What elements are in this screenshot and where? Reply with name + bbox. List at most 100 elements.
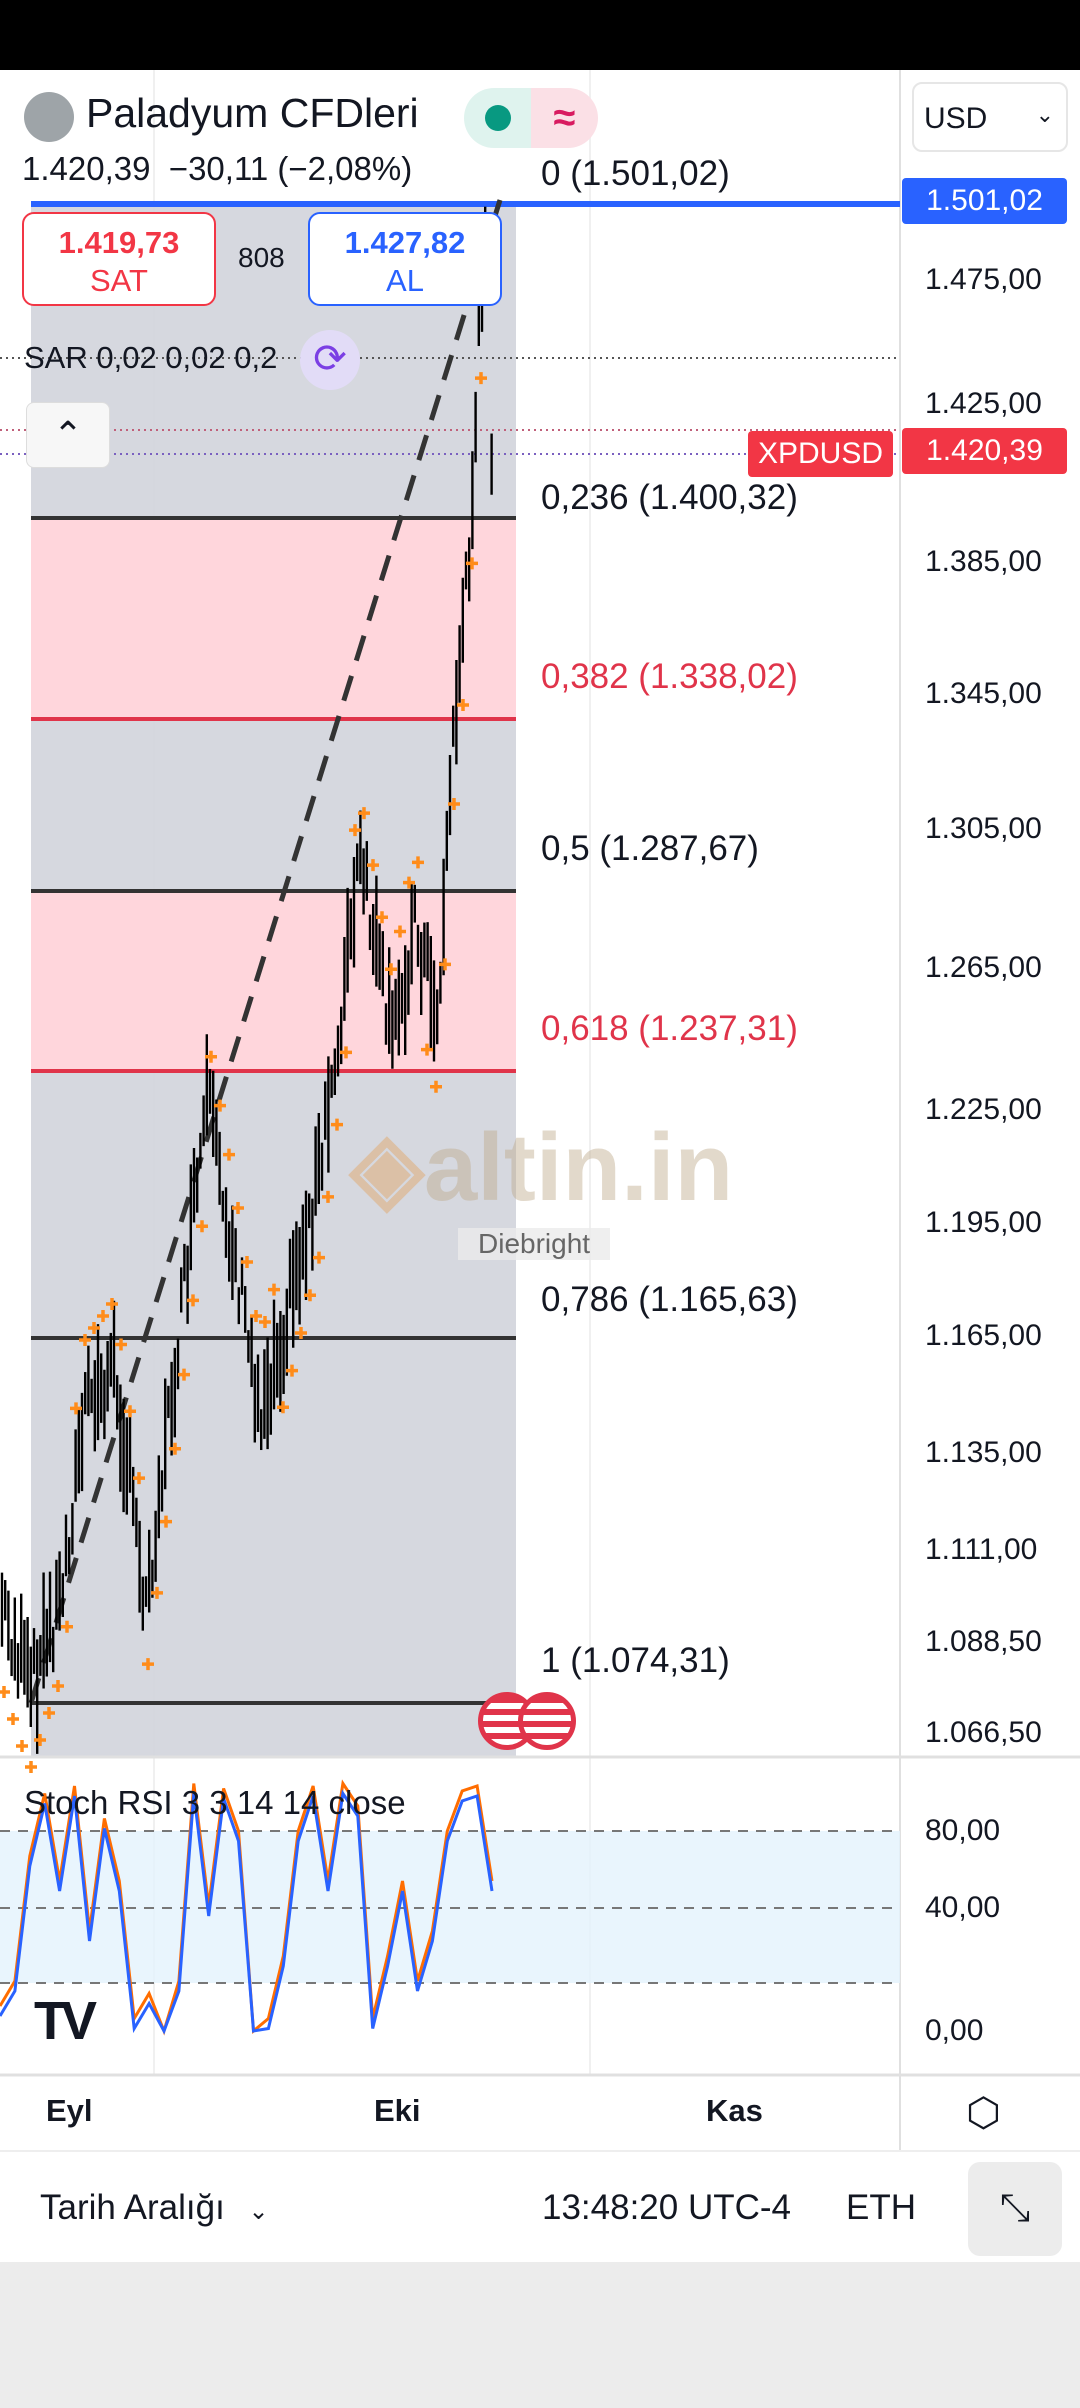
sar-point xyxy=(331,1118,343,1131)
sar-point xyxy=(448,798,460,810)
price-change: −30,11 (−2,08%) xyxy=(168,150,413,187)
sar-point xyxy=(169,1442,181,1455)
sar-point xyxy=(52,1680,64,1692)
price-axis-label: 1.225,00 xyxy=(925,1093,1042,1126)
sar-point xyxy=(43,1707,55,1719)
chart-settings-hexagon-icon[interactable]: ⬡ xyxy=(966,2091,1001,2135)
sar-point xyxy=(79,1334,91,1346)
sar-point xyxy=(70,1402,82,1415)
sar-point xyxy=(277,1401,289,1414)
fib-level-label: 0,236 (1.400,32) xyxy=(541,478,798,517)
buy-label: AL xyxy=(386,263,424,298)
chart-canvas[interactable] xyxy=(0,70,1080,2150)
sar-point xyxy=(25,1761,37,1773)
sar-point xyxy=(412,856,424,869)
sar-point xyxy=(214,1099,226,1112)
price-axis-label: 1.385,00 xyxy=(925,545,1042,578)
sar-point xyxy=(160,1515,172,1528)
sar-point xyxy=(286,1364,298,1377)
date-range-button[interactable]: Tarih Aralığı ⌄ xyxy=(40,2188,269,2228)
sar-point xyxy=(16,1740,28,1752)
sar-point xyxy=(142,1658,154,1671)
stoch-rsi-label[interactable]: Stoch RSI 3 3 14 14 close xyxy=(24,1784,406,1821)
sar-point xyxy=(421,1043,433,1056)
symbol-title[interactable]: Paladyum CFDleri xyxy=(86,90,419,136)
fib-level-label: 0 (1.501,02) xyxy=(541,154,730,193)
sar-point xyxy=(340,1046,352,1059)
fib-level-label: 0,382 (1.338,02) xyxy=(541,657,798,696)
sar-point xyxy=(304,1289,316,1302)
us-events-flags-icon[interactable] xyxy=(478,1692,578,1750)
price-axis-label: 1.265,00 xyxy=(925,951,1042,984)
currency-value: USD xyxy=(924,102,988,135)
refresh-icon[interactable]: ⟳ xyxy=(299,330,360,390)
session-button[interactable]: ETH xyxy=(846,2188,916,2227)
sar-point xyxy=(223,1148,235,1161)
chart-area[interactable] xyxy=(0,70,1080,2150)
stoch-axis-label: 40,00 xyxy=(925,1891,1001,1924)
price-axis-label: 1.305,00 xyxy=(925,812,1042,845)
time-label-kas: Kas xyxy=(706,2093,763,2128)
currency-select[interactable]: USD ⌄ xyxy=(912,82,1068,152)
sar-point xyxy=(259,1316,271,1328)
sar-point xyxy=(295,1326,307,1339)
price-axis-label: 1.195,00 xyxy=(925,1206,1042,1239)
sar-point xyxy=(34,1734,46,1746)
sar-point xyxy=(475,372,487,385)
sar-point xyxy=(205,1050,217,1063)
fib-level-label: 0,786 (1.165,63) xyxy=(541,1280,798,1319)
price-axis-label: 1.135,00 xyxy=(925,1436,1042,1469)
sar-indicator-label[interactable]: SAR 0,02 0,02 0,2 ⟳ xyxy=(24,330,360,390)
price-axis-label: 1.165,00 xyxy=(925,1319,1042,1352)
sar-point xyxy=(385,963,397,976)
sar-point xyxy=(88,1322,100,1334)
sar-point xyxy=(187,1294,199,1307)
current-price-tag: 1.420,39 xyxy=(902,428,1067,474)
sar-point xyxy=(232,1202,244,1214)
sar-point xyxy=(403,876,415,889)
fib-level-label: 1 (1.074,31) xyxy=(541,1641,730,1680)
watermark-author: Diebright xyxy=(458,1228,611,1260)
symbol-tag: XPDUSD xyxy=(748,431,894,477)
palladium-logo xyxy=(24,92,74,142)
stoch-axis-label: 0,00 xyxy=(925,2014,984,2047)
sar-point xyxy=(133,1472,145,1485)
sar-point xyxy=(196,1220,208,1233)
sar-point xyxy=(250,1310,262,1322)
realtime-wave-icon: ≈ xyxy=(531,88,598,148)
price-axis-label: 1.425,00 xyxy=(925,387,1042,420)
collapse-chevron-up-icon[interactable]: ⌃ xyxy=(26,402,110,468)
fib-level-label: 0,5 (1.287,67) xyxy=(541,829,759,868)
sar-point xyxy=(7,1713,19,1725)
sell-button[interactable]: 1.419,73 SAT xyxy=(22,212,216,306)
status-pill[interactable]: ≈ xyxy=(464,88,598,148)
price-axis-label: 1.111,00 xyxy=(925,1533,1038,1566)
sar-point xyxy=(61,1620,73,1633)
sar-point xyxy=(349,824,361,837)
date-range-label: Tarih Aralığı xyxy=(40,2188,225,2227)
sar-point xyxy=(313,1251,325,1264)
stoch-k-line xyxy=(0,1789,494,2035)
time-label-eki: Eki xyxy=(374,2093,421,2128)
sar-point xyxy=(106,1298,118,1310)
buy-price: 1.427,82 xyxy=(344,225,466,260)
fib-zone xyxy=(31,518,516,719)
sar-point xyxy=(268,1283,280,1296)
sar-point xyxy=(124,1405,136,1418)
fib-level-label: 0,618 (1.237,31) xyxy=(541,1009,798,1048)
sar-point xyxy=(241,1256,253,1268)
time-label-eyl: Eyl xyxy=(46,2093,93,2128)
fullscreen-exit-icon[interactable]: ⤡ xyxy=(968,2162,1062,2256)
sar-point xyxy=(115,1338,127,1351)
chevron-down-icon: ⌄ xyxy=(1035,102,1054,127)
status-bar xyxy=(0,0,1080,70)
market-open-icon xyxy=(464,88,531,148)
clock-timezone[interactable]: 13:48:20 UTC-4 xyxy=(542,2188,792,2227)
watermark-logo: ◈altin.in xyxy=(350,1114,734,1221)
sar-point xyxy=(322,1190,334,1203)
spread: 808 xyxy=(238,242,285,273)
high-price-tag: 1.501,02 xyxy=(902,178,1067,224)
price-axis-label: 1.345,00 xyxy=(925,677,1042,710)
price-axis-label: 1.475,00 xyxy=(925,263,1042,296)
buy-button[interactable]: 1.427,82 AL xyxy=(308,212,502,306)
